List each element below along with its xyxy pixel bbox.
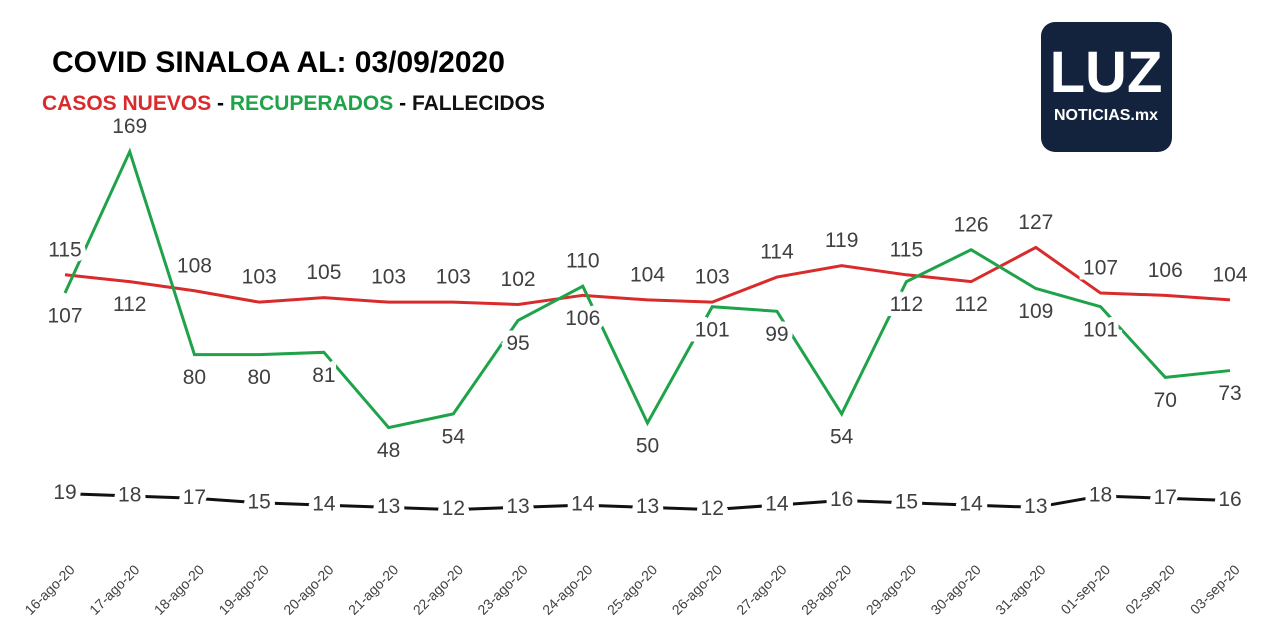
- x-tick-label: 29-ago-20: [863, 561, 920, 618]
- x-tick-label: 28-ago-20: [798, 561, 855, 618]
- data-label: 109: [1018, 300, 1053, 323]
- data-label: 112: [954, 293, 987, 316]
- data-label: 115: [48, 238, 81, 261]
- data-label: 103: [371, 266, 406, 289]
- x-tick-label: 23-ago-20: [474, 561, 531, 618]
- data-label: 14: [312, 493, 336, 516]
- data-label: 110: [566, 250, 599, 273]
- x-tick-label: 26-ago-20: [669, 561, 726, 618]
- data-label: 70: [1154, 389, 1177, 412]
- legend-entry: FALLECIDOS: [412, 92, 545, 115]
- data-label: 127: [1018, 211, 1053, 234]
- series-line: [64, 492, 1231, 512]
- data-label: 54: [830, 425, 854, 448]
- data-label: 119: [825, 229, 858, 252]
- data-label: 115: [890, 238, 923, 261]
- chart-title: COVID SINALOA AL: 03/09/2020: [52, 46, 505, 79]
- data-label: 13: [636, 495, 659, 518]
- data-label: 48: [377, 439, 400, 462]
- data-label: 15: [895, 490, 918, 513]
- data-label: 50: [636, 435, 659, 458]
- logo-sub: NOTICIAS.mx: [1054, 107, 1158, 124]
- x-tick-label: 25-ago-20: [604, 561, 661, 618]
- data-label: 14: [959, 493, 983, 516]
- data-label: 73: [1218, 382, 1241, 405]
- data-label: 101: [1083, 318, 1118, 341]
- data-label: 112: [113, 293, 146, 316]
- x-tick-label: 30-ago-20: [927, 561, 984, 618]
- x-tick-label: 22-ago-20: [410, 561, 467, 618]
- logo: LUZ NOTICIAS.mx: [1041, 22, 1172, 152]
- data-label: 106: [565, 307, 600, 330]
- data-label: 102: [501, 268, 536, 291]
- data-label: 17: [1154, 486, 1177, 509]
- data-label: 106: [1148, 259, 1183, 282]
- data-label: 101: [695, 318, 730, 341]
- x-tick-label: 18-ago-20: [151, 561, 208, 618]
- data-label: 114: [760, 241, 794, 264]
- data-label: 103: [242, 266, 277, 289]
- data-label: 17: [183, 486, 206, 509]
- data-label: 14: [571, 493, 595, 516]
- x-tick-label: 19-ago-20: [215, 561, 272, 618]
- data-label: 12: [701, 497, 724, 520]
- data-label: 13: [506, 495, 529, 518]
- data-label: 12: [442, 497, 465, 520]
- x-tick-label: 20-ago-20: [280, 561, 337, 618]
- data-label: 112: [890, 293, 923, 316]
- data-label: 95: [506, 332, 529, 355]
- data-label: 105: [306, 261, 341, 284]
- data-label: 107: [1083, 257, 1118, 280]
- legend-entry: RECUPERADOS: [230, 92, 393, 115]
- data-label: 18: [1089, 484, 1112, 507]
- data-label: 13: [377, 495, 400, 518]
- data-label: 13: [1024, 495, 1047, 518]
- data-label: 107: [47, 305, 82, 328]
- data-label: 80: [247, 366, 270, 389]
- x-tick-label: 21-ago-20: [345, 561, 402, 618]
- legend: CASOS NUEVOS - RECUPERADOS - FALLECIDOS: [42, 92, 545, 115]
- data-label: 126: [954, 213, 989, 236]
- logo-box: [1041, 22, 1172, 152]
- x-tick-label: 17-ago-20: [86, 561, 143, 618]
- x-tick-label: 01-sep-20: [1057, 561, 1113, 617]
- data-label: 80: [183, 366, 206, 389]
- data-label: 16: [830, 488, 853, 511]
- legend-separator: -: [399, 92, 406, 115]
- x-tick-label: 27-ago-20: [733, 561, 790, 618]
- data-label: 104: [630, 263, 665, 286]
- x-tick-label: 02-sep-20: [1122, 561, 1178, 617]
- series-line: [64, 245, 1231, 306]
- series-line: [63, 147, 1231, 430]
- data-label: 54: [442, 425, 466, 448]
- data-label: 18: [118, 484, 141, 507]
- data-label: 81: [312, 364, 335, 387]
- data-label: 99: [765, 323, 788, 346]
- data-label: 16: [1218, 488, 1241, 511]
- data-label: 14: [765, 493, 789, 516]
- data-label: 103: [695, 266, 730, 289]
- data-label: 104: [1212, 263, 1247, 286]
- x-tick-label: 24-ago-20: [539, 561, 596, 618]
- x-tick-label: 31-ago-20: [992, 561, 1049, 618]
- legend-separator: -: [217, 92, 224, 115]
- data-label: 103: [436, 266, 471, 289]
- data-label: 15: [247, 490, 270, 513]
- legend-entry: CASOS NUEVOS: [42, 92, 211, 115]
- logo-main: LUZ: [1050, 40, 1163, 105]
- data-label: 108: [177, 254, 212, 277]
- x-tick-label: 16-ago-20: [21, 561, 78, 618]
- data-label: 169: [112, 115, 147, 138]
- data-label: 19: [53, 481, 76, 504]
- plot-area: 16-ago-20 17-ago-20 18-ago-20 19-ago-20 20-a…: [21, 110, 1253, 618]
- x-tick-label: 03-sep-20: [1187, 561, 1243, 617]
